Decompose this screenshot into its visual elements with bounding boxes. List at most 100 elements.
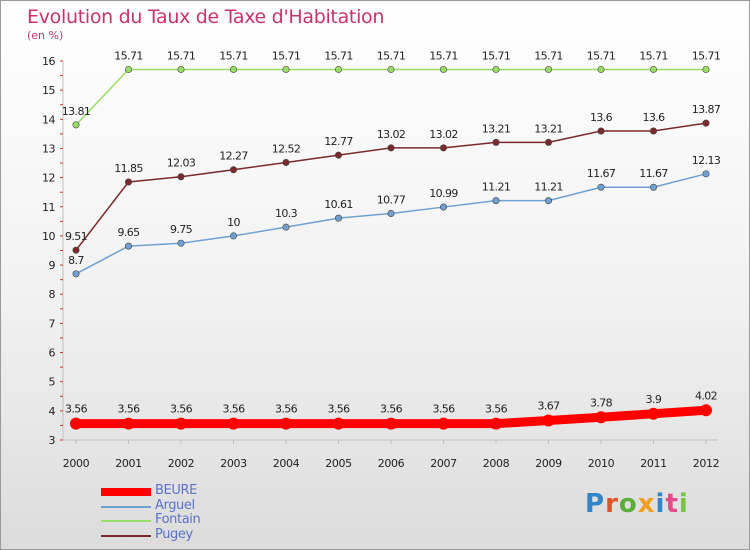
legend-swatch (101, 520, 151, 522)
data-label-pugey: 12.77 (324, 135, 353, 148)
data-point-arguel (230, 232, 238, 240)
y-tick-label: 5 (49, 376, 56, 389)
data-label-arguel: 9.65 (117, 226, 140, 239)
data-label-arguel: 11.67 (639, 167, 668, 180)
data-point-beure (700, 404, 712, 417)
data-label-pugey: 13.21 (482, 122, 511, 135)
legend-swatch (101, 534, 151, 537)
data-point-fontain (597, 65, 605, 73)
data-point-beure (647, 407, 660, 420)
data-point-fontain (334, 65, 342, 73)
y-tick-label: 4 (49, 405, 56, 418)
data-label-fontain: 15.71 (534, 49, 563, 62)
data-point-beure (542, 414, 555, 427)
data-point-arguel (597, 183, 605, 191)
data-label-arguel: 11.21 (534, 181, 563, 194)
legend-swatch (101, 505, 151, 508)
data-label-pugey: 13.87 (692, 103, 721, 116)
data-label-pugey: 12.52 (272, 142, 301, 155)
data-point-pugey (282, 158, 290, 166)
data-point-fontain (702, 65, 710, 73)
data-point-arguel (72, 270, 80, 278)
x-tick-label: 2006 (378, 457, 405, 470)
data-label-fontain: 15.71 (482, 49, 511, 62)
data-label-pugey: 13.02 (377, 128, 406, 141)
data-label-arguel: 9.75 (170, 223, 193, 236)
legend-label: Fontain (155, 512, 201, 527)
data-point-fontain (282, 65, 290, 73)
data-point-pugey (597, 127, 605, 135)
data-point-beure (385, 417, 397, 430)
data-label-beure: 3.56 (170, 403, 193, 416)
data-point-pugey (334, 151, 342, 159)
data-point-arguel (125, 242, 133, 250)
data-point-fontain (387, 65, 395, 73)
data-label-pugey: 13.6 (642, 111, 665, 124)
logo-letter: r (605, 489, 619, 519)
data-label-beure: 3.56 (222, 403, 245, 416)
data-label-beure: 4.02 (695, 389, 717, 402)
logo-letter: i (655, 489, 666, 519)
logo-letter: t (665, 489, 679, 519)
data-label-beure: 3.56 (117, 403, 140, 416)
data-point-beure (332, 417, 345, 430)
data-label-arguel: 10.3 (275, 207, 298, 220)
data-point-beure (70, 417, 82, 430)
data-point-arguel (544, 197, 552, 205)
y-tick-label: 3 (49, 434, 56, 447)
data-point-fontain (72, 121, 80, 129)
data-label-beure: 3.56 (432, 403, 455, 416)
y-tick-label: 6 (49, 347, 56, 360)
data-point-pugey (544, 138, 552, 146)
data-point-beure (122, 417, 135, 430)
data-label-arguel: 10.77 (377, 193, 406, 206)
data-label-arguel: 10 (227, 216, 240, 229)
data-point-pugey (492, 138, 500, 146)
data-point-arguel (492, 197, 500, 205)
data-point-pugey (649, 127, 657, 135)
data-label-beure: 3.56 (65, 403, 88, 416)
y-tick-label: 9 (49, 259, 56, 272)
data-point-pugey (230, 166, 238, 174)
data-label-fontain: 15.71 (324, 49, 353, 62)
x-tick-label: 2011 (640, 457, 666, 470)
data-label-beure: 3.56 (275, 403, 298, 416)
logo-letter: o (618, 489, 638, 519)
data-label-beure: 3.56 (327, 403, 350, 416)
chart-title: Evolution du Taux de Taxe d'Habitation (27, 6, 385, 28)
x-tick-label: 2003 (220, 457, 247, 470)
logo-letter: x (637, 489, 656, 519)
data-point-fontain (125, 65, 133, 73)
data-label-arguel: 10.99 (429, 187, 458, 200)
legend-label: BEURE (155, 483, 197, 498)
data-point-arguel (334, 214, 342, 222)
legend-label: Arguel (155, 497, 195, 513)
y-tick-label: 16 (42, 55, 55, 68)
x-tick-label: 2005 (325, 457, 352, 470)
data-point-pugey (439, 144, 447, 152)
data-label-beure: 3.78 (590, 396, 613, 409)
data-label-arguel: 12.13 (692, 154, 721, 167)
data-point-arguel (282, 223, 290, 231)
x-tick-label: 2001 (115, 457, 141, 470)
data-label-pugey: 12.03 (167, 157, 196, 170)
data-label-beure: 3.67 (537, 399, 560, 412)
y-tick-label: 11 (42, 201, 55, 214)
data-point-arguel (702, 170, 710, 178)
data-label-beure: 3.9 (646, 393, 662, 406)
data-point-fontain (230, 65, 238, 73)
data-label-fontain: 15.71 (167, 49, 196, 62)
y-tick-label: 12 (42, 172, 55, 185)
legend-label: Pugey (155, 526, 193, 542)
data-label-fontain: 15.71 (587, 49, 616, 62)
y-tick-label: 8 (49, 288, 56, 301)
y-tick-label: 13 (42, 142, 55, 155)
logo-letter: i (678, 489, 689, 519)
data-point-fontain (439, 65, 447, 73)
data-label-pugey: 13.02 (429, 128, 458, 141)
data-point-pugey (125, 178, 133, 186)
data-label-fontain: 15.71 (377, 49, 406, 62)
data-label-arguel: 8.7 (68, 254, 84, 267)
